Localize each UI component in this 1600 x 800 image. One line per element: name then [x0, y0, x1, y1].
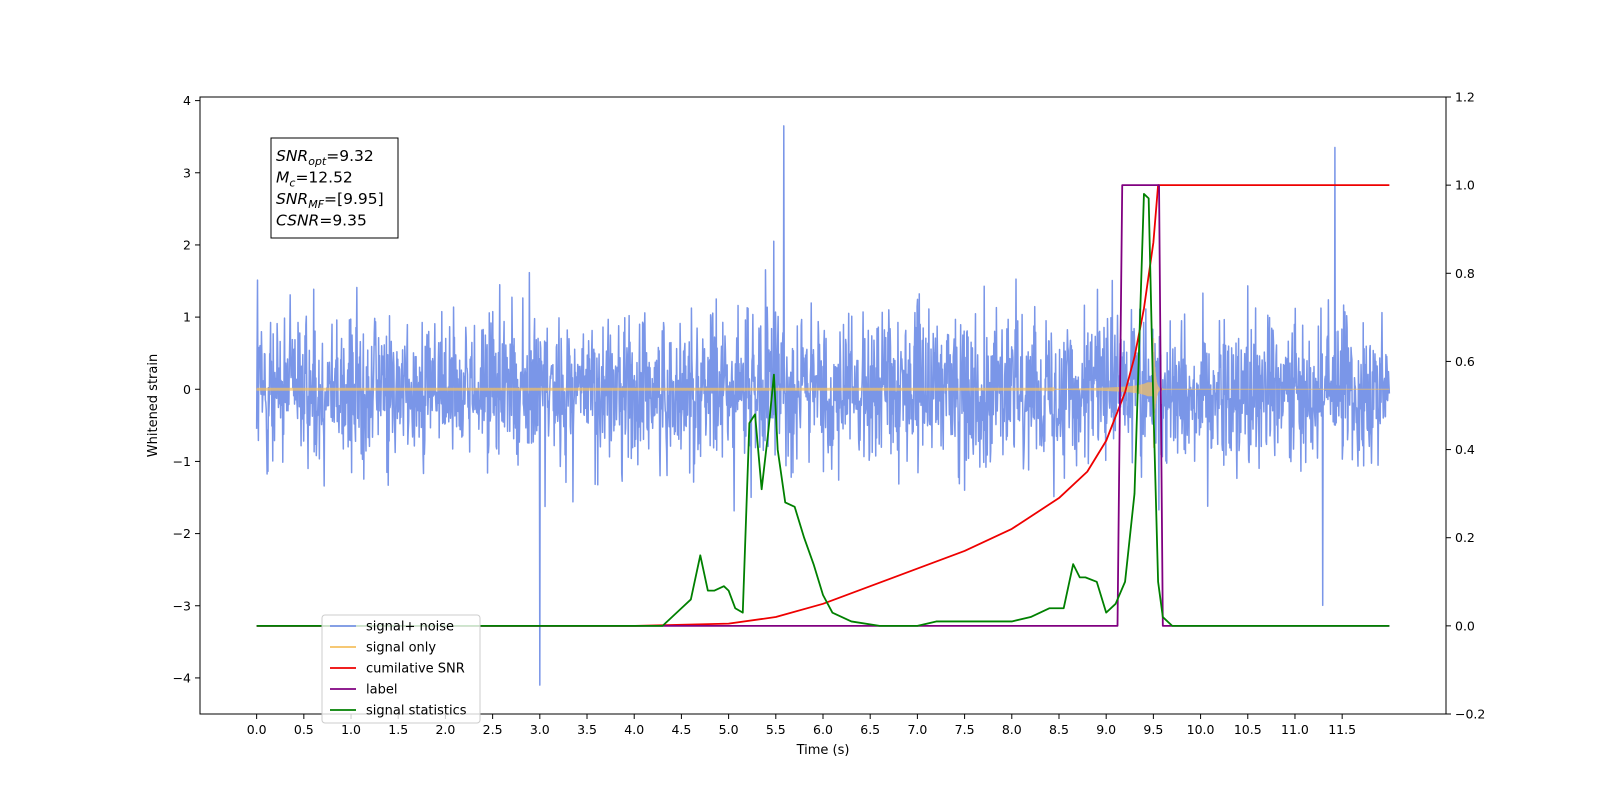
x-tick-label: 2.5: [483, 722, 503, 737]
x-tick-label: 1.0: [341, 722, 361, 737]
y-axis-label: Whitened strain: [146, 354, 161, 457]
x-tick-label: 9.5: [1143, 722, 1163, 737]
x-tick-label: 9.0: [1096, 722, 1116, 737]
annotation-line: SNRopt=9.32: [276, 147, 374, 168]
x-tick-label: 5.5: [766, 722, 786, 737]
x-tick-label: 4.5: [671, 722, 691, 737]
x-axis-label: Time (s): [796, 743, 850, 758]
x-tick-label: 11.5: [1328, 722, 1356, 737]
legend-entry: signal only: [366, 641, 436, 656]
series-line-cumulative-snr: [256, 184, 1390, 627]
y2-tick-label: 0.2: [1455, 530, 1475, 545]
legend-frame: [321, 614, 481, 724]
x-tick-label: 8.5: [1049, 722, 1069, 737]
annotation-frame: [270, 137, 399, 239]
y-tick-label: 2: [183, 237, 191, 252]
x-tick-label: 8.0: [1002, 722, 1022, 737]
legend-entry: signal statistics: [366, 704, 467, 719]
x-tick-label: 2.0: [435, 722, 455, 737]
y-tick-label: −1: [173, 454, 191, 469]
x-tick-label: 1.5: [388, 722, 408, 737]
x-tick-label: 7.5: [955, 722, 975, 737]
y-tick-label: −3: [173, 598, 191, 613]
x-tick-label: 6.5: [860, 722, 880, 737]
axes: 0.0 0.5 1.0 1.5 2.0 2.5 3.0 3.5 4.0 4.5 5.0 5.5 6.0 6…: [173, 90, 1486, 738]
y2-tick-label: 1.2: [1455, 90, 1475, 105]
y-tick-label: 0: [183, 382, 191, 397]
x-tick-label: 4.0: [624, 722, 644, 737]
series-line-signal-only: [256, 338, 1390, 448]
series-line-signal-statistics: [256, 193, 1390, 627]
x-tick-label: 3.5: [577, 722, 597, 737]
x-tick-label: 3.0: [530, 722, 550, 737]
y-tick-label: 3: [183, 165, 191, 180]
x-tick-label: 7.0: [907, 722, 927, 737]
x-tick-label: 5.0: [719, 722, 739, 737]
y2-tick-label: 1.0: [1455, 178, 1475, 193]
y-tick-label: −4: [173, 670, 191, 685]
y-tick-label: −2: [173, 526, 191, 541]
x-tick-label: 10.0: [1187, 722, 1215, 737]
legend-entry: label: [366, 683, 397, 698]
x-tick-label: 10.5: [1234, 722, 1262, 737]
annotation-line: CSNR=9.35: [276, 212, 367, 230]
y2-tick-label: 0.4: [1455, 442, 1475, 457]
legend-entry: cumilative SNR: [366, 662, 465, 677]
y2-tick-label: 0.0: [1455, 618, 1475, 633]
x-tick-label: 0.0: [247, 722, 267, 737]
series-line-signal-noise: [255, 125, 1391, 686]
y2-tick-label: 0.6: [1455, 354, 1475, 369]
legend-entry: signal+ noise: [366, 620, 454, 635]
y-tick-label: 1: [183, 310, 191, 325]
annotation-line: Mc=12.52: [276, 169, 353, 190]
plot-area: [255, 125, 1391, 686]
annotation-line: SNRMF=[9.95]: [276, 190, 384, 211]
x-tick-label: 11.0: [1281, 722, 1309, 737]
y2-tick-label: −0.2: [1455, 707, 1485, 722]
x-tick-label: 6.0: [813, 722, 833, 737]
legend: signal+ noise signal only cumilative SNR la…: [321, 614, 481, 724]
y-tick-label: 4: [183, 93, 191, 108]
x-tick-label: 0.5: [294, 722, 314, 737]
y2-tick-label: 0.8: [1455, 266, 1475, 281]
